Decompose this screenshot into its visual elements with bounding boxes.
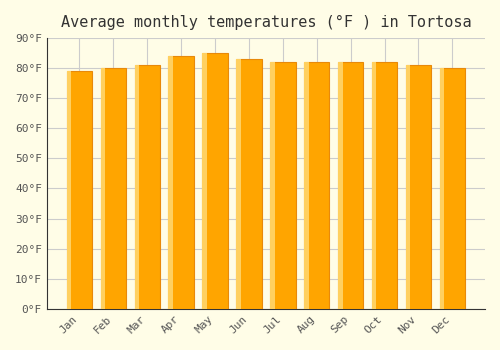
Bar bbox=[440, 68, 444, 309]
Bar bbox=[304, 62, 330, 309]
Bar bbox=[406, 65, 431, 309]
Bar bbox=[202, 53, 207, 309]
Bar bbox=[338, 62, 363, 309]
Bar bbox=[100, 68, 105, 309]
Bar bbox=[236, 59, 241, 309]
Bar bbox=[270, 62, 274, 309]
Bar bbox=[134, 65, 139, 309]
Bar bbox=[372, 62, 376, 309]
Bar bbox=[270, 62, 295, 309]
Bar bbox=[236, 59, 262, 309]
Bar bbox=[168, 56, 173, 309]
Bar bbox=[440, 68, 465, 309]
Bar bbox=[67, 71, 71, 309]
Bar bbox=[406, 65, 410, 309]
Bar bbox=[372, 62, 398, 309]
Bar bbox=[67, 71, 92, 309]
Bar bbox=[168, 56, 194, 309]
Bar bbox=[304, 62, 308, 309]
Bar bbox=[202, 53, 228, 309]
Bar bbox=[100, 68, 126, 309]
Bar bbox=[338, 62, 342, 309]
Title: Average monthly temperatures (°F ) in Tortosa: Average monthly temperatures (°F ) in To… bbox=[60, 15, 471, 30]
Bar bbox=[134, 65, 160, 309]
